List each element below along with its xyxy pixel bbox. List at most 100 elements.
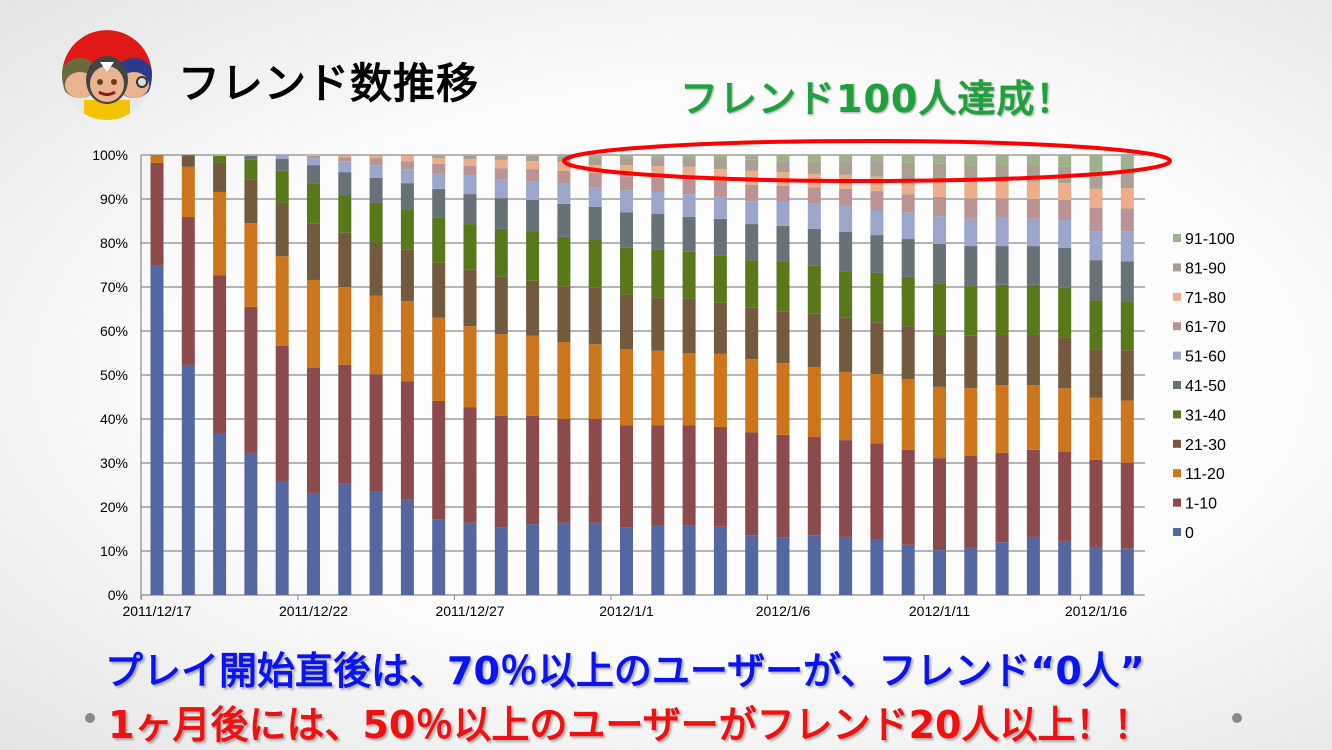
bar-segment-91-100 bbox=[713, 155, 727, 159]
legend-label: 1-10 bbox=[1185, 496, 1217, 513]
bar-segment-31-40 bbox=[338, 195, 352, 233]
bar-segment-11-20 bbox=[150, 155, 164, 163]
bar-segment-51-60 bbox=[275, 155, 289, 159]
bar-segment-21-30 bbox=[713, 302, 727, 354]
bar-segment-0 bbox=[307, 492, 320, 595]
bar-segment-61-70 bbox=[338, 157, 352, 162]
bar-segment-11-20 bbox=[588, 344, 602, 419]
bar-segment-61-70 bbox=[1120, 208, 1134, 232]
headline-achievement: フレンド100人達成！ bbox=[680, 77, 1075, 121]
legend-label: 91-100 bbox=[1185, 231, 1235, 248]
bar-segment-31-40 bbox=[1120, 301, 1134, 351]
bar-segment-1-10 bbox=[369, 374, 383, 492]
bar-segment-0 bbox=[839, 536, 853, 595]
bar-segment-71-80 bbox=[964, 180, 978, 199]
bar-segment-81-90 bbox=[901, 162, 915, 180]
bar-segment-61-70 bbox=[964, 198, 978, 219]
legend-label: 61-70 bbox=[1185, 319, 1226, 336]
bar-segment-1-10 bbox=[1058, 452, 1072, 541]
bar-segment-0 bbox=[995, 542, 1009, 595]
bar-segment-21-30 bbox=[1089, 349, 1103, 398]
bar-segment-1-10 bbox=[1026, 449, 1040, 537]
y-tick-label: 0% bbox=[108, 587, 128, 603]
bar-segment-1-10 bbox=[400, 381, 414, 500]
bar-segment-61-70 bbox=[620, 176, 633, 191]
bar-segment-71-80 bbox=[995, 181, 1009, 199]
bar-segment-51-60 bbox=[745, 201, 759, 225]
y-tick-label: 50% bbox=[100, 367, 128, 383]
bar-segment-11-20 bbox=[839, 371, 853, 441]
bar-segment-51-60 bbox=[1089, 231, 1103, 261]
bar-segment-61-70 bbox=[776, 185, 790, 203]
bar-segment-51-60 bbox=[588, 187, 602, 207]
bar-segment-91-100 bbox=[870, 155, 884, 163]
bar-segment-11-20 bbox=[682, 353, 696, 426]
bar-segment-91-100 bbox=[682, 155, 696, 159]
bar-segment-21-30 bbox=[682, 298, 696, 353]
bar-segment-31-40 bbox=[839, 271, 853, 318]
bar-segment-41-50 bbox=[745, 224, 759, 261]
bar-segment-21-30 bbox=[181, 155, 195, 167]
bar-segment-1-10 bbox=[713, 426, 727, 527]
x-tick-label: 2012/1/6 bbox=[756, 603, 811, 619]
bar-segment-91-100 bbox=[620, 155, 633, 159]
bar-segment-1-10 bbox=[1089, 459, 1103, 548]
bar-segment-51-60 bbox=[964, 218, 978, 247]
bar-segment-81-90 bbox=[713, 158, 727, 170]
legend-label: 21-30 bbox=[1185, 437, 1226, 454]
bar-segment-51-60 bbox=[995, 217, 1009, 247]
bar-segment-41-50 bbox=[463, 194, 477, 225]
y-tick-label: 60% bbox=[100, 323, 128, 339]
bar-segment-0 bbox=[275, 481, 289, 595]
legend-swatch-21-30 bbox=[1173, 439, 1181, 448]
bar-segment-21-30 bbox=[1058, 337, 1072, 389]
bar-segment-31-40 bbox=[307, 183, 320, 224]
bar-segment-0 bbox=[588, 522, 602, 595]
bar-segment-11-20 bbox=[651, 350, 665, 426]
bar-segment-0 bbox=[150, 265, 164, 595]
bar-segment-61-70 bbox=[933, 196, 946, 217]
bar-segment-81-90 bbox=[682, 158, 696, 167]
bar-segment-21-30 bbox=[776, 311, 790, 364]
bar-segment-91-100 bbox=[494, 155, 508, 156]
bar-segment-11-20 bbox=[870, 374, 884, 444]
bar-segment-41-50 bbox=[901, 239, 915, 277]
bar-segment-11-20 bbox=[369, 295, 383, 375]
bar-segment-1-10 bbox=[776, 434, 790, 538]
bar-segment-11-20 bbox=[620, 349, 633, 426]
bar-segment-71-80 bbox=[338, 155, 352, 158]
bar-segment-21-30 bbox=[807, 313, 821, 368]
bar-segment-0 bbox=[494, 527, 508, 595]
bar-segment-71-80 bbox=[557, 162, 571, 171]
bar-segment-1-10 bbox=[181, 217, 195, 365]
bar-segment-0 bbox=[651, 525, 665, 595]
bar-segment-11-20 bbox=[463, 326, 477, 408]
bar-segment-11-20 bbox=[557, 342, 571, 419]
bar-segment-61-70 bbox=[745, 184, 759, 202]
bar-segment-71-80 bbox=[307, 155, 320, 156]
bar-segment-31-40 bbox=[400, 209, 414, 250]
bar-segment-61-70 bbox=[651, 177, 665, 192]
stacked-bar-chart: 0% 10% 20% 30% 40% 50% 60% 70% 80% 90% 100% 2011/12… bbox=[92, 139, 1235, 619]
legend-swatch-81-90 bbox=[1173, 263, 1181, 272]
bar-segment-11-20 bbox=[244, 223, 258, 307]
bar-segment-0 bbox=[776, 537, 790, 595]
bar-segment-11-20 bbox=[776, 363, 790, 435]
y-tick-label: 40% bbox=[100, 411, 128, 427]
bar-segment-31-40 bbox=[651, 249, 665, 298]
bar-segment-0 bbox=[463, 522, 477, 595]
bar-segment-71-80 bbox=[463, 158, 477, 166]
bar-segment-41-50 bbox=[557, 203, 571, 237]
bar-segment-81-90 bbox=[432, 155, 446, 159]
bar-segment-21-30 bbox=[275, 202, 289, 257]
bar-segment-1-10 bbox=[839, 440, 853, 537]
bar-segment-81-90 bbox=[807, 161, 821, 174]
bar-segment-21-30 bbox=[901, 326, 915, 379]
bar-segment-31-40 bbox=[745, 260, 759, 308]
bar-segment-1-10 bbox=[682, 425, 696, 526]
bar-segment-61-70 bbox=[1089, 207, 1103, 232]
bar-segment-21-30 bbox=[400, 249, 414, 302]
bar-segment-71-80 bbox=[1120, 188, 1134, 209]
bar-segment-0 bbox=[526, 524, 540, 595]
bar-segment-21-30 bbox=[526, 280, 540, 336]
